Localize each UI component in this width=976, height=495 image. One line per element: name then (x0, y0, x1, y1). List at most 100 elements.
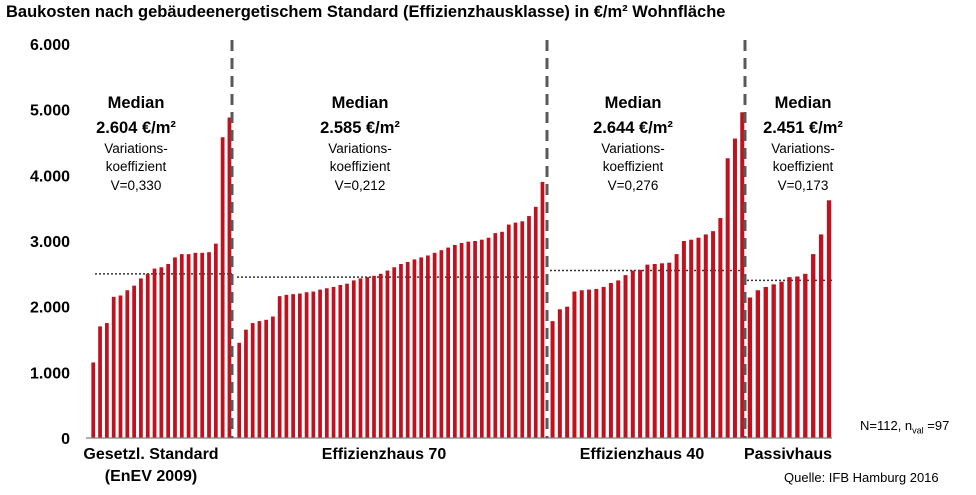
bar (145, 273, 150, 438)
bar (652, 263, 657, 438)
bar (331, 286, 336, 438)
bar (638, 269, 643, 438)
bar (459, 242, 464, 438)
group-label-line2: (EnEV 2009) (105, 468, 197, 485)
variation-label: koeffizient (106, 159, 167, 174)
bar (689, 239, 694, 438)
bar (667, 262, 672, 438)
group-dividers (230, 40, 747, 438)
bar (378, 273, 383, 438)
group-label: Effizienzhaus 70 (322, 446, 447, 463)
bar (826, 200, 832, 438)
bar (271, 316, 275, 438)
bar (358, 278, 363, 438)
bar (227, 117, 232, 439)
variation-label: koeffizient (330, 159, 391, 174)
bar (711, 231, 716, 438)
bar (446, 247, 450, 438)
bar (486, 237, 491, 438)
bar (493, 233, 498, 438)
median-annotations: Median 2.604 €/m² Variations-koeffizient V=… (96, 94, 843, 193)
median-value: 2.585 €/m² (320, 119, 400, 137)
bar (277, 296, 282, 438)
y-tick-label: 4.000 (30, 168, 70, 185)
bar (244, 329, 248, 438)
variation-label: koeffizient (773, 159, 834, 174)
bar (257, 321, 262, 438)
bar (674, 254, 679, 438)
bar (105, 323, 109, 438)
bar (318, 289, 322, 438)
bar (291, 294, 295, 438)
sample-size-label: N=112, nval =97 (860, 418, 950, 436)
bar (365, 277, 370, 438)
bar (616, 280, 621, 438)
variation-label: Variations- (601, 141, 665, 156)
median-heading: Median (332, 94, 389, 112)
y-tick-label: 6.000 (30, 37, 70, 54)
bar (139, 278, 143, 438)
bar (513, 222, 518, 438)
bar (186, 254, 191, 438)
bar (500, 231, 504, 438)
bar (372, 275, 376, 438)
median-heading: Median (108, 94, 165, 112)
bar (818, 234, 824, 438)
bar (432, 252, 437, 438)
bar (681, 241, 686, 438)
group-label: Passivhaus (744, 446, 832, 463)
bar (696, 237, 701, 438)
variation-value: V=0,173 (778, 178, 829, 193)
bar (338, 285, 343, 438)
y-tick-label: 0 (61, 431, 70, 448)
bar (193, 252, 198, 438)
bar (207, 252, 211, 438)
bar (565, 306, 570, 438)
bar (405, 262, 410, 438)
bar (527, 216, 531, 438)
bar (311, 291, 316, 438)
median-value: 2.604 €/m² (96, 119, 176, 137)
group-labels: Gesetzl. Standard (EnEV 2009) Effizienzhau… (83, 446, 832, 485)
bar (152, 268, 157, 438)
bar (725, 158, 730, 438)
bar (345, 283, 349, 438)
variation-label: Variations- (771, 141, 835, 156)
bar (660, 263, 665, 438)
bar (572, 291, 577, 438)
bar (533, 206, 538, 438)
bar (304, 292, 309, 438)
bar (747, 297, 753, 438)
variation-value: V=0,330 (111, 178, 162, 193)
source-label: Quelle: IFB Hamburg 2016 (784, 470, 939, 485)
bar (284, 294, 289, 438)
bar (385, 270, 390, 438)
bar (740, 112, 745, 438)
bar (125, 290, 130, 438)
bar (166, 263, 171, 438)
bar (630, 270, 635, 438)
bar (763, 286, 768, 438)
bar (412, 259, 417, 438)
y-axis-ticks: 0 1.000 2.000 3.000 4.000 5.000 6.000 (30, 37, 70, 448)
bar (237, 342, 242, 438)
bar (399, 263, 403, 438)
variation-value: V=0,212 (335, 178, 386, 193)
y-tick-label: 1.000 (30, 365, 70, 382)
bar (787, 277, 792, 438)
median-value: 2.644 €/m² (593, 119, 673, 137)
bar (173, 257, 177, 438)
y-tick-label: 2.000 (30, 300, 70, 317)
bar (732, 138, 737, 438)
bar (811, 254, 816, 438)
variation-label: koeffizient (603, 159, 664, 174)
median-value: 2.451 €/m² (763, 119, 843, 137)
bar (506, 224, 511, 438)
bar (132, 285, 136, 438)
bar (179, 254, 184, 438)
bar (601, 286, 606, 438)
bar (426, 255, 430, 438)
bar (111, 296, 116, 438)
bar (351, 280, 356, 438)
